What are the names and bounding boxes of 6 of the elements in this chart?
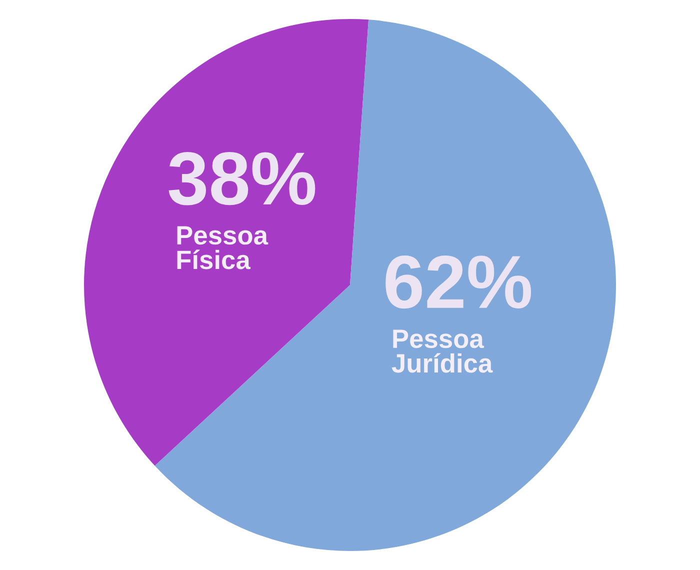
pie-slice (84, 19, 369, 466)
slice-label: Pessoa Jurídica (392, 330, 493, 373)
data-label: 38% (168, 152, 316, 206)
pie-slice (154, 20, 616, 551)
data-label: 62% (386, 255, 532, 309)
slice-label: Pessoa Física (177, 226, 268, 270)
